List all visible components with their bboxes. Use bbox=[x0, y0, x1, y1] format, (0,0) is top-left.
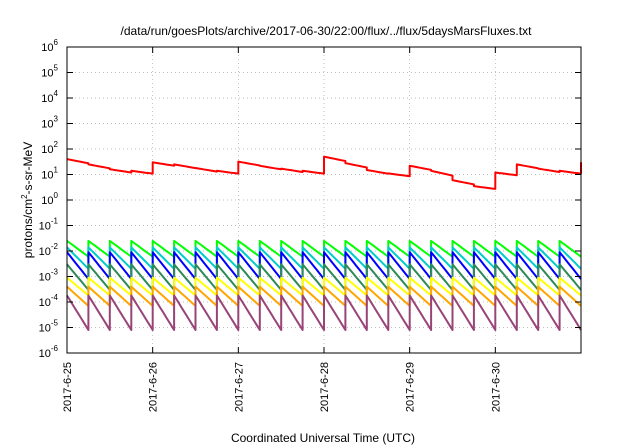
x-tick-label: 2017-6-25 bbox=[62, 362, 74, 412]
y-tick-label: 100 bbox=[41, 191, 58, 207]
series-line bbox=[66, 155, 582, 190]
chart-title: /data/run/goesPlots/archive/2017-06-30/2… bbox=[121, 24, 533, 38]
y-tick-label: 101 bbox=[41, 166, 58, 182]
y-tick-label: 10-5 bbox=[39, 319, 59, 335]
x-tick-label: 2017-6-29 bbox=[405, 362, 417, 412]
y-tick-label: 10-1 bbox=[39, 217, 59, 233]
y-tick-label: 10-4 bbox=[39, 293, 59, 309]
y-tick-label: 10-6 bbox=[39, 344, 59, 360]
series-line bbox=[66, 294, 582, 331]
x-tick-label: 2017-6-27 bbox=[233, 362, 245, 412]
y-tick-label: 102 bbox=[41, 140, 58, 156]
series-layer bbox=[66, 155, 582, 331]
y-tick-label: 104 bbox=[41, 89, 58, 105]
x-tick-label: 2017-6-26 bbox=[148, 362, 160, 412]
x-tick-label: 2017-6-30 bbox=[490, 362, 502, 412]
y-tick-label: 10-3 bbox=[39, 268, 59, 284]
x-tick-label: 2017-6-28 bbox=[319, 362, 331, 412]
y-axis-label: protons/cm2-s-sr-MeV bbox=[20, 142, 35, 258]
y-tick-label: 103 bbox=[41, 115, 58, 131]
x-axis-label: Coordinated Universal Time (UTC) bbox=[231, 431, 415, 445]
y-tick-label: 105 bbox=[41, 64, 58, 80]
axis-ticks: 10-6 10-5 10-4 10-3 10-2 10-1 100 101 102 103 104 1… bbox=[39, 38, 581, 412]
y-tick-label: 106 bbox=[41, 38, 58, 54]
y-tick-label: 10-2 bbox=[39, 242, 59, 258]
